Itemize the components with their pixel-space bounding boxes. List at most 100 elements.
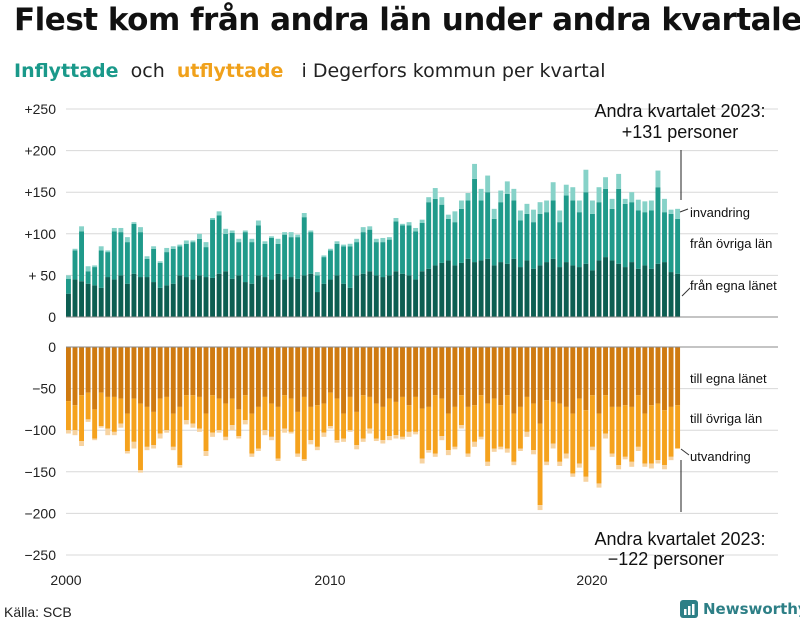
bar-in-immigration — [622, 198, 628, 204]
bar-in-immigration — [459, 200, 464, 209]
bar-in-local — [478, 260, 484, 317]
bar-out-region — [79, 395, 84, 442]
bar-in-region — [177, 246, 183, 276]
bar-in-immigration — [524, 203, 530, 214]
bar-out-region — [603, 395, 608, 434]
bar-out-emigration — [590, 446, 595, 451]
series-label-in: från övriga län — [690, 236, 772, 251]
bar-out-region — [262, 396, 268, 431]
bar-out-emigration — [583, 476, 589, 482]
bar-in-immigration — [183, 240, 189, 244]
bar-out-local — [275, 347, 281, 407]
bar-out-local — [557, 347, 563, 404]
bar-in-local — [157, 287, 163, 317]
bar-in-immigration — [79, 226, 84, 232]
leader-out-emigration — [680, 448, 690, 456]
bar-in-region — [321, 257, 327, 284]
bar-in-local — [563, 262, 569, 317]
bar-out-emigration — [197, 428, 202, 432]
bar-out-region — [216, 398, 222, 431]
bar-in-local — [301, 275, 307, 317]
bar-in-immigration — [642, 201, 648, 213]
bar-in-region — [583, 192, 589, 264]
bar-out-local — [406, 347, 412, 406]
bar-in-immigration — [439, 197, 445, 205]
bar-out-region — [570, 413, 576, 474]
bar-out-emigration — [236, 436, 242, 439]
bar-in-local — [131, 273, 137, 317]
bar-out-local — [386, 347, 392, 399]
bar-in-region — [616, 188, 622, 264]
bar-out-local — [210, 347, 215, 396]
bar-in-region — [570, 200, 576, 266]
bar-out-local — [517, 347, 523, 407]
bar-out-local — [648, 347, 654, 406]
bar-in-local — [360, 273, 366, 317]
bar-out-region — [269, 403, 274, 437]
bar-in-region — [531, 222, 536, 269]
bar-in-immigration — [544, 200, 550, 213]
bar-in-immigration — [662, 198, 667, 213]
bar-out-emigration — [131, 441, 137, 449]
bar-out-local — [668, 347, 674, 407]
bar-out-local — [183, 347, 189, 396]
bar-out-region — [465, 406, 471, 454]
bar-in-local — [144, 277, 150, 317]
bar-in-local — [373, 275, 379, 317]
bar-in-region — [255, 225, 261, 276]
bar-out-region — [478, 395, 484, 437]
bar-out-local — [295, 347, 301, 412]
bar-out-local — [288, 347, 294, 399]
bar-in-region — [269, 237, 274, 280]
bar-in-immigration — [124, 237, 130, 243]
bar-in-local — [255, 275, 261, 317]
bar-in-local — [465, 258, 471, 317]
bar-in-region — [242, 232, 248, 283]
bar-in-region — [393, 221, 399, 272]
bar-in-immigration — [288, 232, 294, 238]
bar-in-immigration — [360, 227, 366, 233]
bar-in-region — [308, 232, 314, 274]
bar-out-emigration — [432, 453, 438, 457]
bar-in-immigration — [295, 234, 301, 238]
bar-in-immigration — [616, 173, 622, 189]
bar-out-local — [590, 347, 595, 396]
y-tick-label-top: +150 — [24, 184, 56, 200]
bar-out-emigration — [373, 438, 379, 442]
bar-in-region — [557, 222, 563, 268]
bar-in-immigration — [308, 230, 314, 233]
bar-out-local — [478, 347, 484, 396]
bar-in-local — [511, 258, 517, 317]
bar-out-local — [367, 347, 373, 397]
bar-out-local — [498, 347, 504, 406]
bar-out-region — [504, 395, 510, 449]
bar-out-local — [334, 347, 340, 399]
bar-out-region — [354, 411, 360, 446]
bar-out-region — [164, 396, 170, 431]
bar-out-emigration — [524, 431, 530, 437]
bar-in-local — [459, 262, 464, 317]
bar-out-local — [118, 347, 124, 399]
bar-in-immigration — [491, 208, 497, 219]
bar-in-immigration — [210, 217, 215, 220]
bar-out-local — [537, 347, 543, 424]
bar-out-emigration — [216, 430, 222, 433]
bar-in-local — [183, 277, 189, 317]
bar-in-immigration — [635, 199, 641, 211]
bar-in-local — [269, 279, 274, 317]
bar-out-emigration — [419, 458, 425, 464]
bar-out-local — [563, 347, 569, 407]
bar-in-region — [380, 242, 386, 278]
bar-in-local — [203, 277, 209, 317]
bar-out-emigration — [439, 436, 445, 441]
bar-in-local — [616, 263, 622, 317]
bar-out-local — [203, 347, 209, 414]
bar-in-immigration — [314, 272, 320, 276]
bar-in-local — [393, 271, 399, 317]
bar-out-region — [138, 403, 143, 471]
bar-out-region — [72, 405, 78, 431]
bar-out-region — [98, 392, 104, 427]
bar-out-local — [360, 347, 366, 396]
bar-out-emigration — [478, 436, 484, 440]
